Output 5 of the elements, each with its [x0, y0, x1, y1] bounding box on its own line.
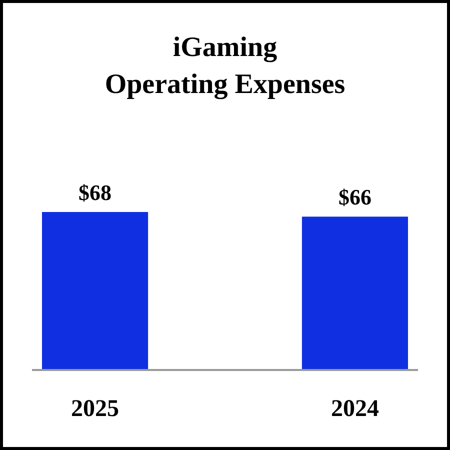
data-label: $68 — [78, 180, 112, 205]
data-label: $66 — [338, 184, 372, 210]
x-tick-label: 2025 — [71, 396, 120, 422]
chart-title: iGaming Operating Expenses — [104, 32, 346, 100]
x-tick-label: 2024 — [330, 396, 379, 422]
